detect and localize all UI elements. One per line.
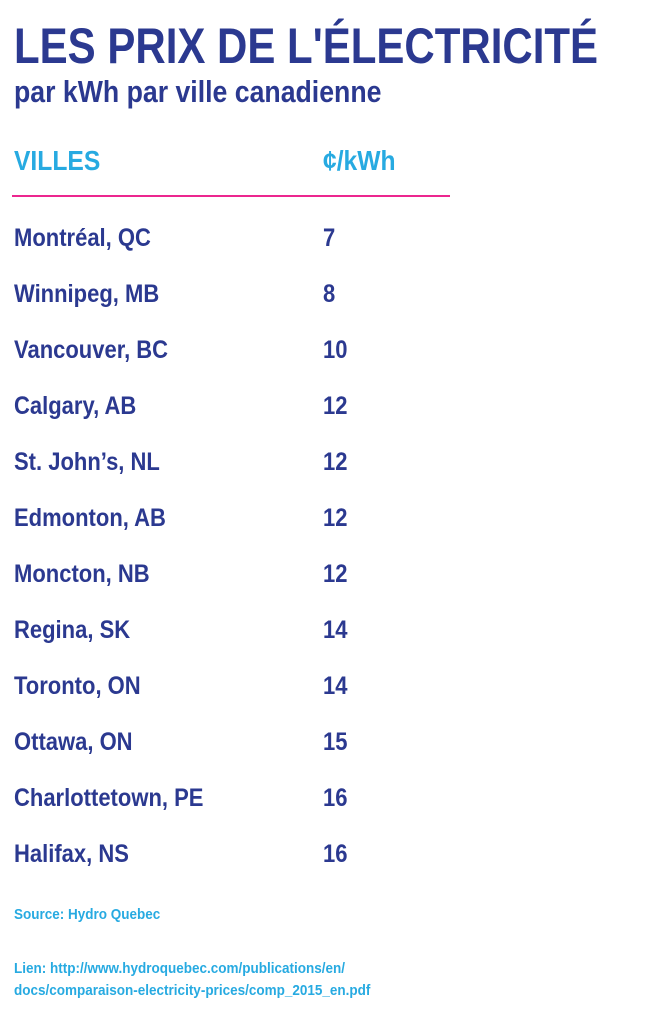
table-row: Montréal, QC 7 [0,221,666,261]
city-name: Halifax, NS [14,840,129,868]
table-row: Toronto, ON 14 [0,669,666,709]
city-name: Moncton, NB [14,560,150,588]
table-row: Halifax, NS 16 [0,837,666,877]
city-name: Montréal, QC [14,224,151,252]
price-value: 14 [323,616,348,644]
city-name: Charlottetown, PE [14,784,204,812]
city-name: Calgary, AB [14,392,137,420]
column-header-cities: VILLES [14,145,101,176]
price-value: 12 [323,392,348,420]
city-name: Regina, SK [14,616,131,644]
price-value: 12 [323,560,348,588]
table-row: Edmonton, AB 12 [0,501,666,541]
price-value: 10 [323,336,348,364]
city-name: Edmonton, AB [14,504,166,532]
price-value: 14 [323,672,348,700]
page-title: LES PRIX DE L'ÉLECTRICITÉ [14,18,599,74]
table-row: Ottawa, ON 15 [0,725,666,765]
price-value: 12 [323,504,348,532]
link-line-2[interactable]: docs/comparaison-electricity-prices/comp… [14,982,371,999]
city-name: Toronto, ON [14,672,141,700]
column-header-price: ¢/kWh [323,145,396,176]
price-value: 8 [323,280,336,308]
price-value: 16 [323,784,348,812]
price-value: 12 [323,448,348,476]
price-value: 7 [323,224,336,252]
table-row: Moncton, NB 12 [0,557,666,597]
table-row: St. John’s, NL 12 [0,445,666,485]
price-value: 16 [323,840,348,868]
page-subtitle: par kWh par ville canadienne [14,74,382,109]
table-row: Calgary, AB 12 [0,389,666,429]
city-name: Winnipeg, MB [14,280,160,308]
table-row: Regina, SK 14 [0,613,666,653]
city-name: Vancouver, BC [14,336,169,364]
table-row: Charlottetown, PE 16 [0,781,666,821]
city-name: Ottawa, ON [14,728,133,756]
source-note: Source: Hydro Quebec [14,906,161,923]
price-value: 15 [323,728,348,756]
link-line-1[interactable]: Lien: http://www.hydroquebec.com/publica… [14,960,346,977]
header-divider [12,195,450,197]
city-name: St. John’s, NL [14,448,160,476]
table-row: Vancouver, BC 10 [0,333,666,373]
table-row: Winnipeg, MB 8 [0,277,666,317]
